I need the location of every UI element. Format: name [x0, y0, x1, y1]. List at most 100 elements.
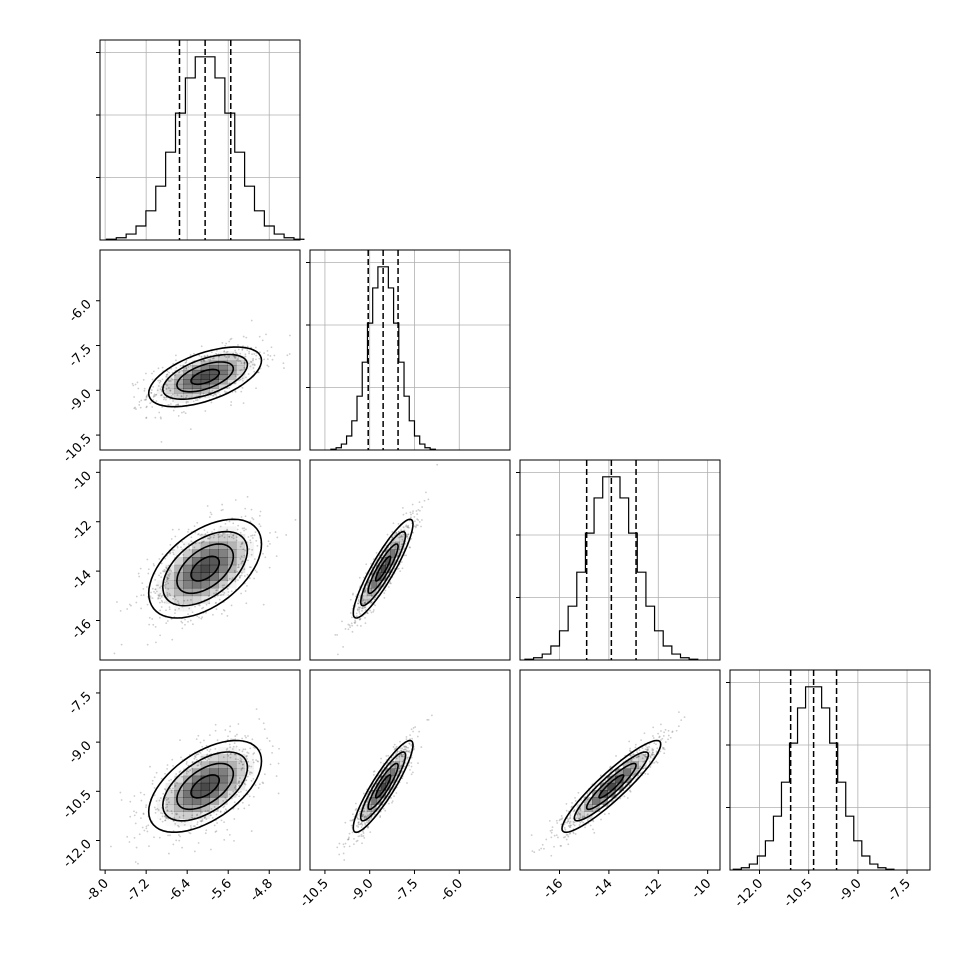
sample-point	[582, 816, 585, 819]
sample-point	[133, 396, 136, 398]
sample-point	[164, 815, 167, 818]
sample-point	[649, 755, 652, 758]
sample-point	[173, 596, 176, 598]
sample-point	[341, 620, 343, 623]
sample-point	[187, 613, 189, 615]
sample-point	[166, 567, 168, 570]
sample-point	[250, 361, 253, 363]
sample-point	[196, 399, 199, 401]
sample-point	[671, 730, 674, 733]
sample-point	[119, 609, 122, 612]
sample-point	[658, 736, 661, 739]
sample-point	[183, 543, 185, 546]
panel-frame	[99, 669, 301, 871]
sample-point	[154, 578, 157, 581]
density-cell	[399, 761, 405, 769]
sample-point	[228, 577, 231, 580]
sample-point	[207, 809, 209, 812]
density-cell	[165, 564, 175, 573]
sample-point	[629, 759, 632, 762]
sample-point	[406, 526, 409, 529]
sample-point	[338, 842, 341, 845]
sample-point	[569, 820, 572, 823]
contour-line	[359, 751, 407, 822]
sample-point	[248, 548, 250, 550]
sample-point	[662, 748, 665, 750]
sample-point	[161, 601, 164, 603]
sample-point	[201, 616, 204, 619]
sample-point	[191, 767, 193, 770]
sample-point	[217, 533, 220, 536]
sample-point	[232, 745, 235, 748]
sample-point	[406, 535, 408, 538]
sample-point	[372, 810, 374, 813]
sample-point	[213, 528, 216, 531]
sample-point	[658, 735, 661, 738]
density-cell	[227, 541, 237, 550]
density-cell	[235, 775, 246, 784]
sample-point	[236, 570, 239, 573]
sample-point	[186, 599, 189, 602]
sample-point	[203, 540, 205, 543]
sample-point	[191, 611, 194, 614]
sample-point	[153, 794, 156, 797]
sample-point	[263, 352, 266, 355]
sample-point	[185, 770, 188, 773]
sample-point	[159, 597, 162, 600]
sample-point	[248, 804, 250, 807]
sample-point	[228, 340, 231, 343]
sample-point	[210, 848, 212, 851]
sample-point	[364, 590, 366, 593]
sample-point	[412, 730, 414, 733]
sample-point	[560, 818, 563, 821]
sample-point	[258, 783, 261, 786]
sample-point	[680, 719, 683, 722]
sample-point	[159, 797, 162, 799]
sample-point	[229, 756, 232, 759]
sample-point	[196, 615, 199, 618]
sample-point	[358, 835, 361, 837]
sample-point	[227, 735, 229, 738]
sample-point	[164, 815, 166, 818]
sample-point	[361, 842, 363, 845]
sample-point	[138, 404, 141, 406]
sample-point	[203, 816, 206, 819]
sample-point	[391, 531, 394, 533]
sample-point	[606, 804, 609, 807]
sample-point	[145, 406, 148, 409]
sample-point	[573, 808, 576, 811]
sample-point	[356, 839, 359, 842]
sample-point	[199, 534, 202, 537]
density-cell	[218, 369, 228, 376]
density-cell	[218, 365, 228, 371]
sample-point	[228, 793, 231, 796]
sample-point	[204, 355, 206, 358]
sample-point	[240, 555, 243, 558]
density-cell	[183, 572, 193, 581]
density-cell	[157, 580, 166, 588]
sample-point	[159, 380, 162, 383]
x-tick-label: -8.0	[83, 876, 112, 905]
sample-point	[175, 359, 177, 362]
sample-point	[364, 589, 367, 592]
density-cell	[174, 397, 184, 404]
sample-point	[149, 402, 152, 405]
sample-point	[241, 750, 244, 753]
sample-point	[234, 349, 237, 352]
sample-point	[644, 755, 646, 758]
sample-point	[652, 751, 654, 754]
sample-point	[243, 575, 246, 577]
density-cell	[165, 572, 175, 581]
density-cell	[227, 746, 237, 755]
density-cell	[174, 572, 184, 581]
sample-point	[362, 830, 364, 833]
sample-point	[148, 845, 150, 848]
sample-point	[273, 354, 276, 357]
sample-point	[212, 811, 215, 814]
sample-point	[416, 735, 419, 738]
sample-point	[200, 541, 203, 544]
sample-point	[419, 509, 421, 512]
density-cell	[191, 782, 202, 791]
sample-point	[170, 570, 173, 572]
sample-point	[131, 382, 134, 385]
